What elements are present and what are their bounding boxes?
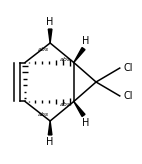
Text: abs: abs (60, 102, 71, 107)
Text: H: H (82, 117, 89, 127)
Text: abs: abs (60, 57, 71, 62)
Text: H: H (82, 37, 89, 47)
Polygon shape (74, 48, 85, 62)
Text: Cl: Cl (123, 91, 133, 101)
Polygon shape (48, 29, 52, 43)
Text: abs: abs (38, 112, 49, 116)
Polygon shape (48, 121, 52, 135)
Text: H: H (46, 137, 54, 147)
Text: H: H (46, 17, 54, 27)
Text: abs: abs (38, 48, 49, 52)
Polygon shape (74, 102, 85, 116)
Text: Cl: Cl (123, 63, 133, 73)
